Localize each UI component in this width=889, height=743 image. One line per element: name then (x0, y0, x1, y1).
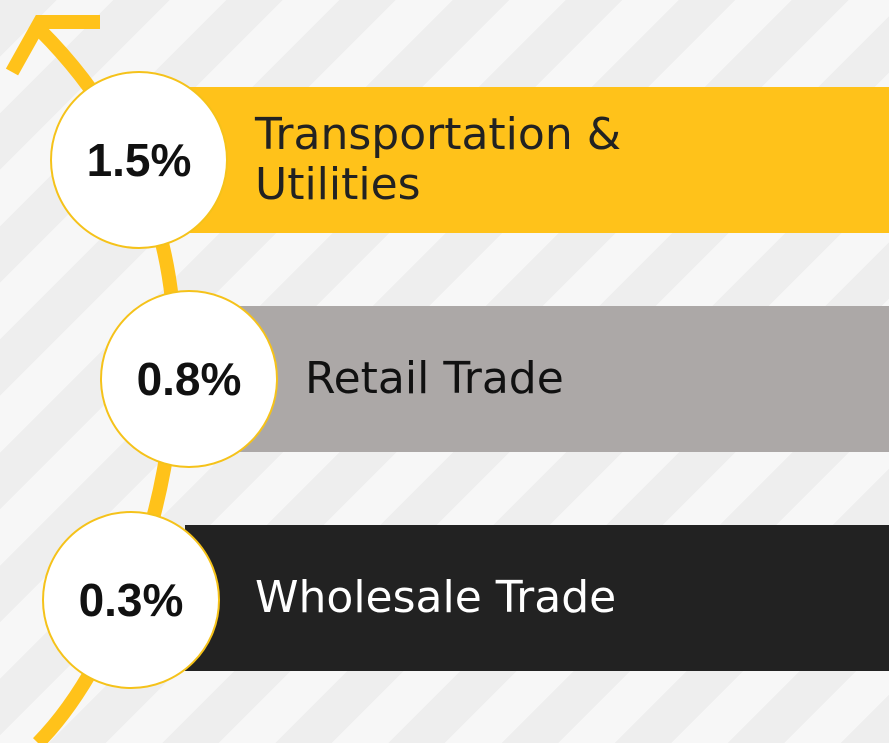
item-name: Retail Trade (305, 353, 564, 404)
arrow-head (5, 15, 100, 76)
item-name: Wholesale Trade (255, 572, 617, 623)
band: Wholesale Trade (185, 525, 889, 671)
item-name: Transportation & Utilities (255, 109, 622, 210)
band: Retail Trade (185, 306, 889, 452)
value-circle: 0.8% (100, 290, 278, 468)
value-circle: 1.5% (50, 71, 228, 249)
value-circle: 0.3% (42, 511, 220, 689)
band: Transportation & Utilities (185, 87, 889, 233)
